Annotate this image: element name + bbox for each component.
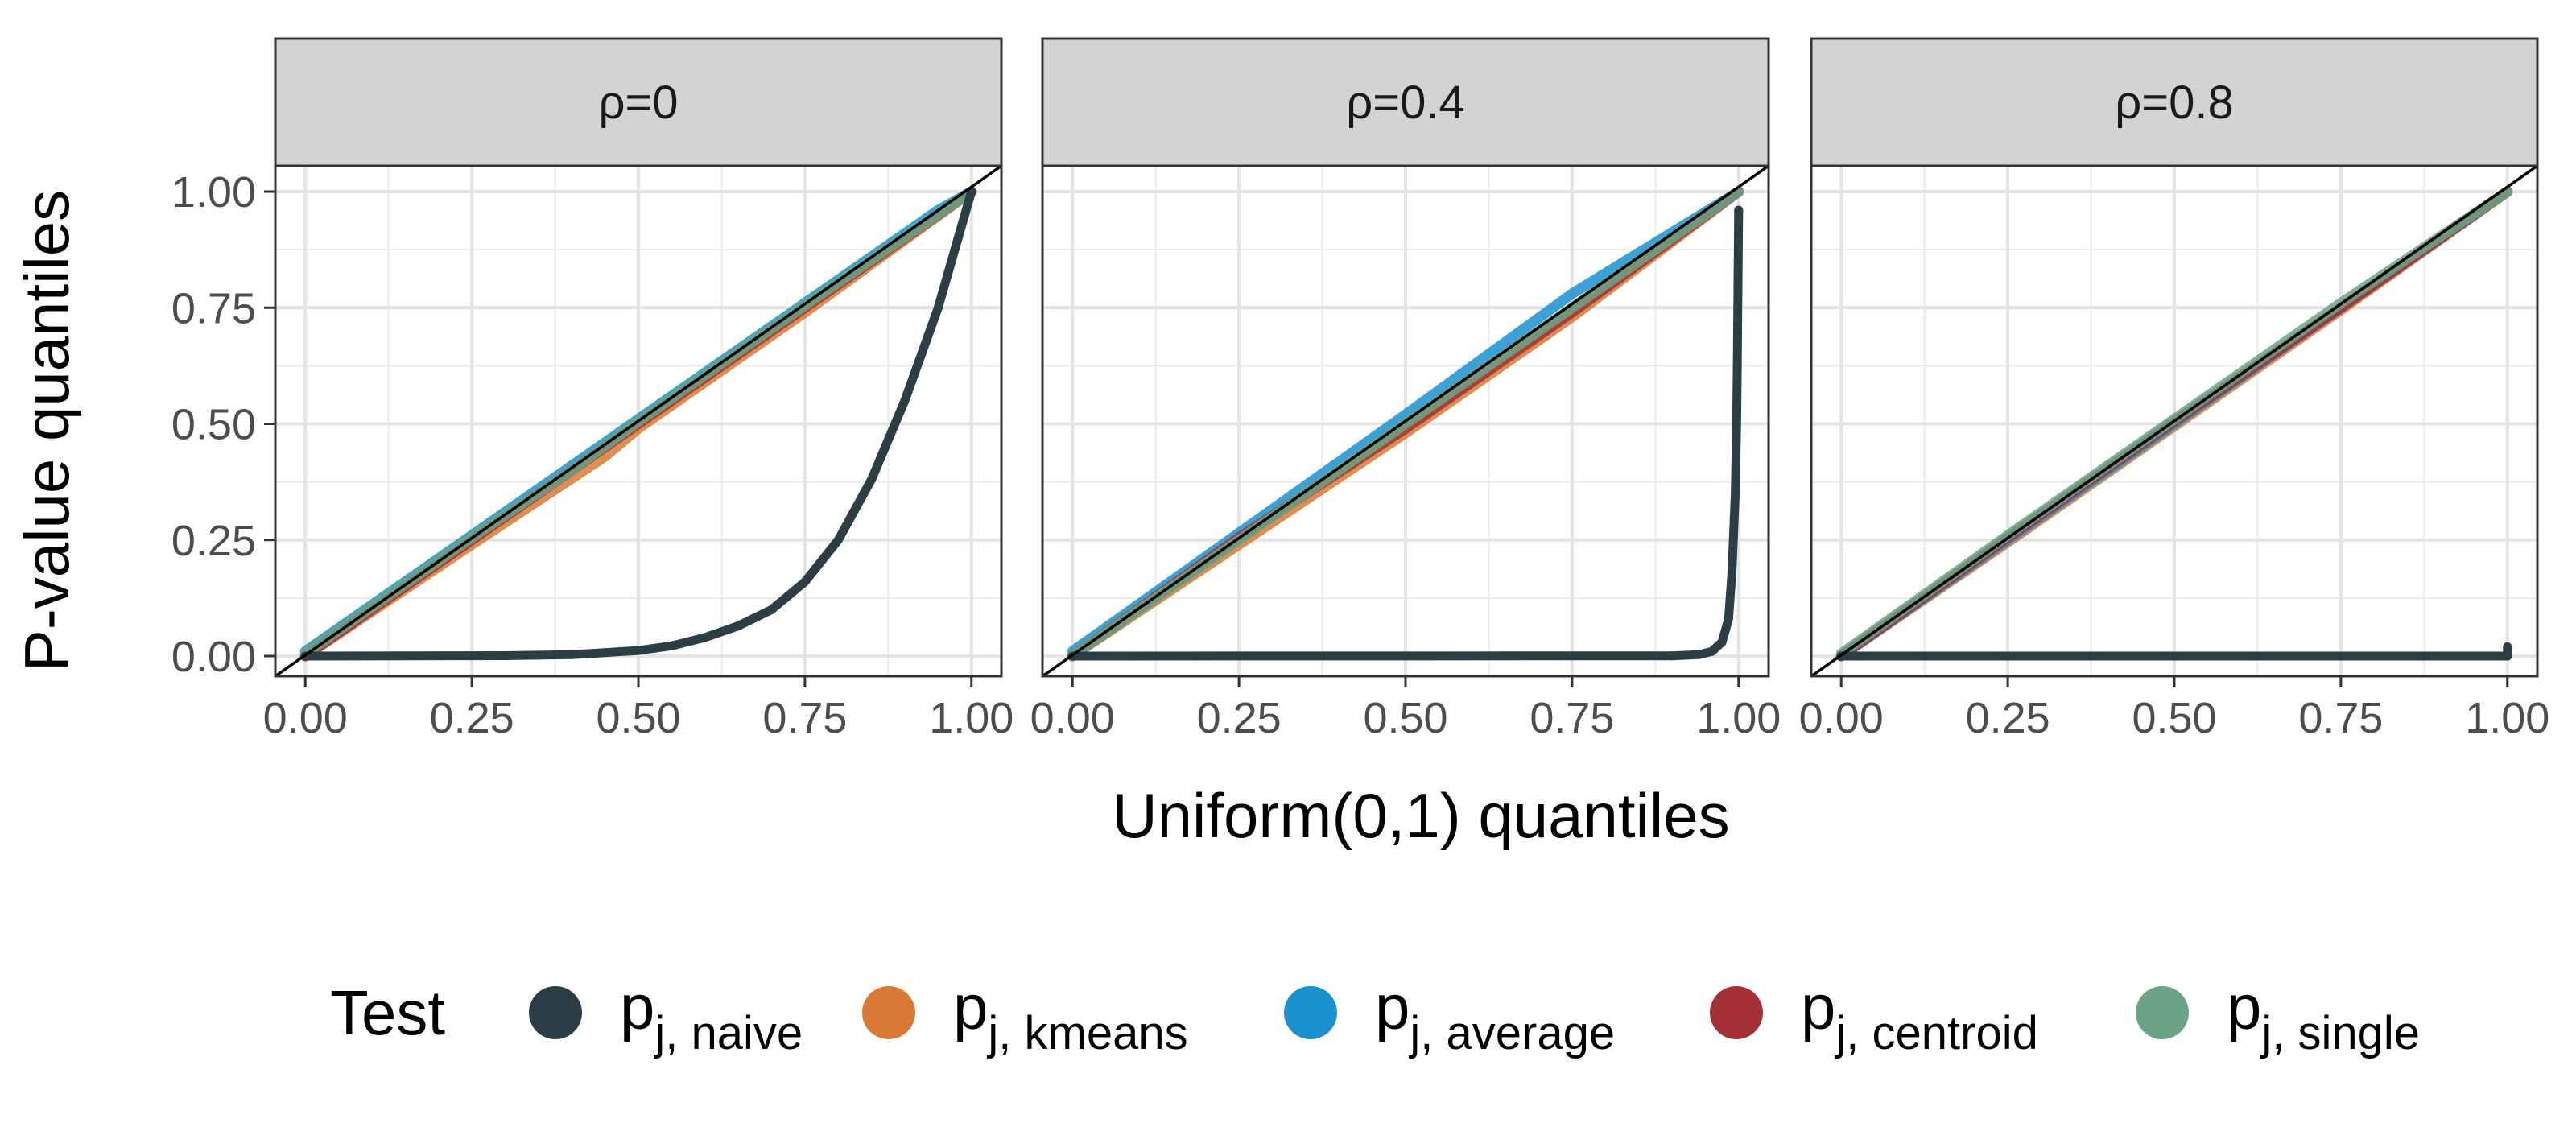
data-point-naive — [933, 303, 943, 312]
legend-label-naive: pj, naive — [620, 972, 803, 1059]
data-point-naive — [1724, 614, 1733, 624]
data-point-naive — [1667, 651, 1677, 661]
legend-key-naive — [529, 986, 582, 1039]
facet-strip — [1041, 37, 1770, 167]
legend-item-kmeans: pj, kmeans — [862, 972, 1188, 1059]
facet-panel: ρ=0 0.00 0.25 0.50 0.75 1.00 0.00 0.25 0.50 0.75 1… — [171, 37, 1013, 742]
facet-panel: ρ=0.4 0.00 0.25 0.50 0.75 1.00 — [1030, 37, 1781, 742]
facet-strip-label: ρ=0.8 — [2115, 76, 2234, 129]
x-tick-label: 0.50 — [596, 694, 680, 742]
data-point-naive — [634, 646, 643, 655]
x-tick-label: 0.75 — [2298, 694, 2383, 742]
x-tick-label: 0.75 — [1530, 694, 1614, 742]
x-tick-label: 0.25 — [1197, 694, 1282, 742]
data-point-naive — [1694, 650, 1703, 659]
facet-strip-label: ρ=0.4 — [1346, 76, 1465, 129]
legend-item-average: pj, average — [1284, 972, 1615, 1059]
x-tick-label: 0.25 — [430, 694, 514, 742]
reference-line — [1811, 166, 2537, 676]
legend-title: Test — [330, 977, 445, 1048]
series-group — [1811, 166, 2537, 676]
x-tick-label: 0.75 — [762, 694, 847, 742]
data-point-naive — [1732, 419, 1741, 428]
data-point-naive — [500, 651, 510, 661]
data-point-naive — [900, 396, 910, 406]
legend-label-single: pj, single — [2227, 972, 2420, 1059]
x-tick-label: 1.00 — [929, 694, 1013, 742]
legend-label-centroid: pj, centroid — [1801, 972, 2038, 1059]
legend-key-average — [1284, 986, 1337, 1039]
data-point-naive — [1717, 638, 1727, 647]
x-tick-label: 0.50 — [2132, 694, 2216, 742]
data-point-naive — [800, 577, 810, 587]
x-tick-label: 1.00 — [2465, 694, 2549, 742]
legend: Test pj, naive pj, kmeans pj, average pj, ce… — [330, 972, 2420, 1059]
data-point-naive — [1732, 363, 1742, 373]
data-point-naive — [767, 605, 777, 614]
data-point-naive — [667, 641, 676, 650]
data-point-naive — [733, 621, 743, 630]
x-tick-label: 0.00 — [1030, 694, 1115, 742]
series-line-naive — [1067, 205, 1744, 661]
data-point-naive — [1733, 289, 1743, 299]
facet-panel: ρ=0.8 0.00 0.25 0.50 0.75 1.00 — [1799, 37, 2549, 742]
data-point-naive — [567, 650, 576, 659]
legend-key-centroid — [1710, 986, 1763, 1039]
facet-strip — [274, 37, 1003, 167]
y-tick-label: 0.25 — [171, 517, 256, 565]
data-point-naive — [1734, 205, 1744, 215]
legend-item-centroid: pj, centroid — [1710, 972, 2038, 1059]
data-point-naive — [2503, 651, 2512, 661]
data-point-naive — [953, 233, 963, 243]
facet-strip-label: ρ=0 — [598, 76, 678, 129]
data-point-naive — [1707, 646, 1717, 656]
legend-item-naive: pj, naive — [529, 972, 803, 1059]
x-axis-title: Uniform(0,1) quantiles — [1112, 780, 1729, 851]
y-axis-title: P-value quantiles — [11, 190, 82, 671]
x-tick-label: 0.00 — [263, 694, 348, 742]
y-tick-label: 0.75 — [171, 284, 256, 332]
data-point-naive — [1727, 568, 1736, 577]
data-point-naive — [1731, 489, 1740, 498]
data-point-naive — [700, 633, 710, 642]
y-tick-label: 0.00 — [171, 633, 256, 681]
facet-strip — [1810, 37, 2539, 167]
data-point-naive — [2503, 642, 2512, 651]
legend-item-single: pj, single — [2136, 972, 2420, 1059]
data-point-naive — [867, 475, 877, 485]
legend-label-average: pj, average — [1375, 972, 1615, 1059]
series-group — [275, 166, 1001, 676]
legend-label-kmeans: pj, kmeans — [953, 972, 1188, 1059]
reference-line — [1042, 166, 1769, 676]
x-tick-label: 0.50 — [1363, 694, 1447, 742]
facet-panels: ρ=0 0.00 0.25 0.50 0.75 1.00 0.00 0.25 0.50 0.75 1… — [171, 37, 2549, 742]
reference-line — [275, 166, 1001, 676]
y-tick-label: 0.50 — [171, 401, 256, 449]
x-tick-label: 0.00 — [1799, 694, 1884, 742]
x-tick-label: 1.00 — [1696, 694, 1781, 742]
data-point-naive — [833, 535, 843, 545]
legend-key-kmeans — [862, 986, 915, 1039]
data-point-naive — [2496, 651, 2505, 661]
y-tick-label: 1.00 — [171, 168, 256, 217]
series-group — [1042, 166, 1769, 676]
x-tick-label: 0.25 — [1966, 694, 2050, 742]
legend-key-single — [2136, 986, 2189, 1039]
